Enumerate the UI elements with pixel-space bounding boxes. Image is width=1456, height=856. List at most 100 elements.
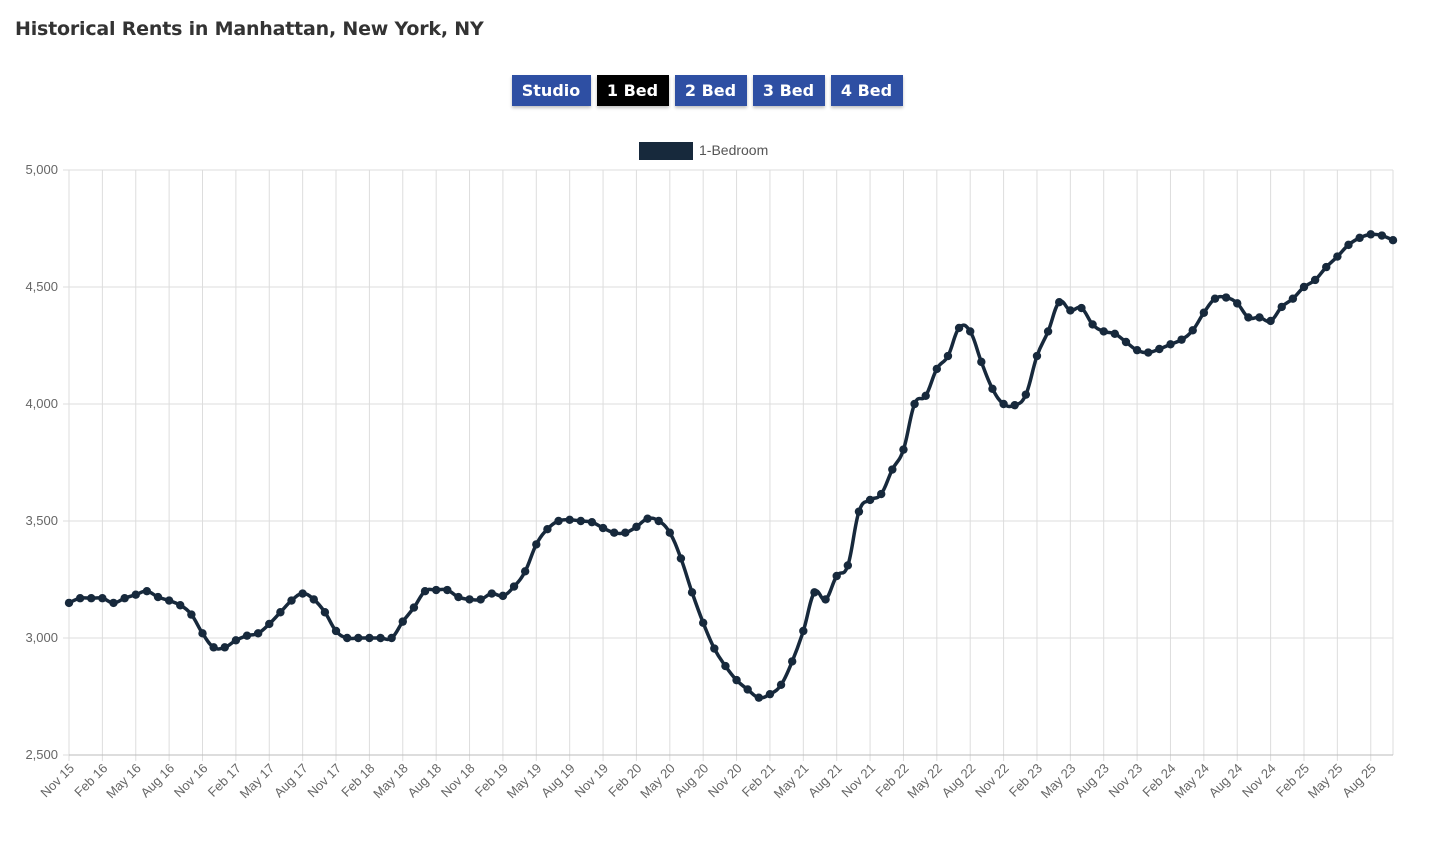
data-point[interactable] <box>298 589 307 598</box>
data-point[interactable] <box>87 594 96 603</box>
data-point[interactable] <box>498 591 508 601</box>
legend-label[interactable]: 1-Bedroom <box>699 142 768 158</box>
data-point[interactable] <box>865 495 875 505</box>
data-point[interactable] <box>354 633 363 643</box>
data-point[interactable] <box>365 633 374 643</box>
data-point[interactable] <box>1277 302 1286 312</box>
data-point[interactable] <box>253 629 263 638</box>
data-point[interactable] <box>754 693 764 702</box>
data-point[interactable] <box>1155 344 1164 354</box>
data-point[interactable] <box>465 595 474 604</box>
data-point[interactable] <box>1299 282 1309 292</box>
data-point[interactable] <box>187 610 196 619</box>
data-point[interactable] <box>520 567 530 576</box>
data-point[interactable] <box>1077 303 1086 313</box>
data-point[interactable] <box>509 582 519 591</box>
tab-3-bed[interactable]: 3 Bed <box>752 75 825 106</box>
data-point[interactable] <box>810 588 819 597</box>
data-point[interactable] <box>342 633 352 643</box>
tab-studio[interactable]: Studio <box>511 75 591 106</box>
data-point[interactable] <box>1255 313 1264 322</box>
data-point[interactable] <box>1377 231 1387 240</box>
data-point[interactable] <box>921 391 930 401</box>
data-point[interactable] <box>565 515 574 525</box>
data-point[interactable] <box>1010 400 1019 410</box>
data-point[interactable] <box>131 590 140 599</box>
tab-2-bed[interactable]: 2 Bed <box>674 75 747 106</box>
data-point[interactable] <box>832 571 841 581</box>
data-point[interactable] <box>231 636 241 645</box>
data-point[interactable] <box>220 643 229 652</box>
data-point[interactable] <box>1355 233 1364 243</box>
data-point[interactable] <box>75 594 85 603</box>
data-point[interactable] <box>576 516 585 526</box>
data-point[interactable] <box>443 585 452 595</box>
data-point[interactable] <box>977 357 986 367</box>
data-point[interactable] <box>877 489 886 499</box>
data-point[interactable] <box>943 351 953 361</box>
data-point[interactable] <box>309 595 318 604</box>
data-point[interactable] <box>532 540 541 549</box>
data-point[interactable] <box>1099 327 1108 336</box>
data-point[interactable] <box>1333 252 1342 261</box>
data-point[interactable] <box>487 589 496 598</box>
data-point[interactable] <box>687 588 697 597</box>
data-point[interactable] <box>854 507 864 516</box>
data-point[interactable] <box>598 523 608 533</box>
data-point[interactable] <box>988 384 997 393</box>
data-point[interactable] <box>954 323 964 333</box>
data-point[interactable] <box>476 595 485 604</box>
data-point[interactable] <box>1244 313 1253 322</box>
data-point[interactable] <box>888 465 897 474</box>
data-point[interactable] <box>743 685 752 694</box>
data-point[interactable] <box>710 644 719 653</box>
data-point[interactable] <box>899 445 908 454</box>
data-point[interactable] <box>643 514 652 523</box>
data-point[interactable] <box>587 517 597 527</box>
data-point[interactable] <box>1055 298 1064 307</box>
data-point[interactable] <box>1266 316 1275 326</box>
data-point[interactable] <box>1310 275 1320 285</box>
data-point[interactable] <box>665 528 675 537</box>
data-point[interactable] <box>387 633 396 643</box>
data-point[interactable] <box>109 598 118 608</box>
data-point[interactable] <box>765 689 775 699</box>
data-point[interactable] <box>1166 340 1175 349</box>
data-point[interactable] <box>1388 236 1398 245</box>
data-point[interactable] <box>966 327 975 336</box>
data-point[interactable] <box>609 528 619 537</box>
data-point[interactable] <box>198 629 207 638</box>
data-point[interactable] <box>554 516 563 526</box>
data-point[interactable] <box>431 585 441 595</box>
data-point[interactable] <box>420 587 430 596</box>
data-point[interactable] <box>543 524 552 534</box>
data-point[interactable] <box>698 618 708 627</box>
data-point[interactable] <box>1066 306 1075 315</box>
data-point[interactable] <box>164 596 174 605</box>
data-point[interactable] <box>454 592 463 602</box>
tab-1-bed[interactable]: 1 Bed <box>596 75 669 106</box>
tab-4-bed[interactable]: 4 Bed <box>830 75 903 106</box>
data-point[interactable] <box>376 633 385 643</box>
data-point[interactable] <box>1132 345 1142 355</box>
data-point[interactable] <box>265 619 274 629</box>
data-point[interactable] <box>120 594 129 603</box>
data-point[interactable] <box>721 661 730 671</box>
data-point[interactable] <box>176 601 185 610</box>
data-point[interactable] <box>398 617 407 626</box>
data-point[interactable] <box>1021 390 1031 399</box>
data-point[interactable] <box>999 399 1008 409</box>
data-point[interactable] <box>142 587 152 596</box>
data-point[interactable] <box>799 626 808 636</box>
data-point[interactable] <box>1032 351 1042 361</box>
data-point[interactable] <box>1210 294 1220 303</box>
data-point[interactable] <box>621 528 630 537</box>
data-point[interactable] <box>1144 348 1153 357</box>
data-point[interactable] <box>153 592 163 602</box>
data-point[interactable] <box>787 657 797 666</box>
data-point[interactable] <box>654 516 663 526</box>
data-point[interactable] <box>910 399 919 409</box>
legend-swatch[interactable] <box>639 142 693 160</box>
data-point[interactable] <box>209 643 218 652</box>
data-point[interactable] <box>1177 335 1186 344</box>
